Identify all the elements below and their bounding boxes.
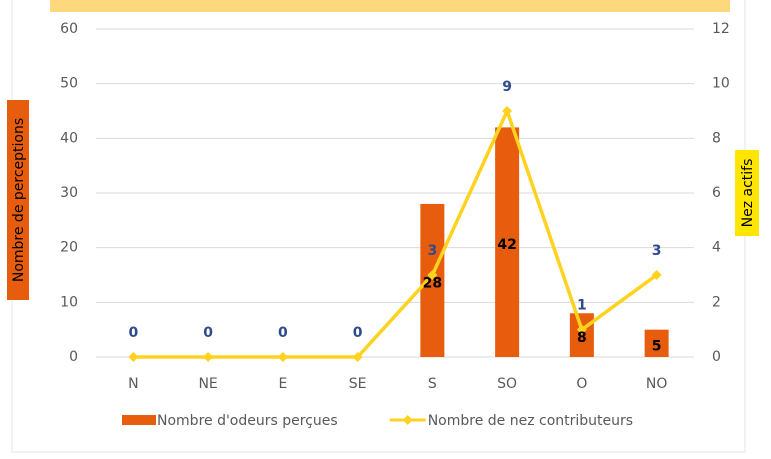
y2-tick-label: 0 [712, 349, 721, 365]
legend-label: Nombre d'odeurs perçues [157, 413, 338, 429]
line-marker [352, 352, 363, 362]
y2-axis-title-box [735, 150, 759, 236]
x-tick-label: N [128, 376, 138, 392]
chart-border [11, 0, 746, 453]
bar [644, 329, 669, 357]
y2-tick-label: 8 [712, 130, 721, 146]
y-tick-label: 30 [60, 185, 78, 201]
y-tick-label: 10 [60, 294, 78, 310]
line-value-label: 0 [278, 325, 288, 341]
y2-axis-title-group: Nez actifs [735, 150, 759, 236]
line-value-label: 3 [652, 243, 662, 259]
line-value-label: 0 [129, 325, 139, 341]
bar [420, 203, 445, 357]
banner [50, 0, 730, 12]
line-marker [277, 352, 288, 362]
x-tick-label: SE [349, 376, 367, 392]
bar-value-label: 42 [497, 237, 516, 253]
x-tick-label: NE [198, 376, 217, 392]
legend-label: Nombre de nez contributeurs [428, 413, 633, 429]
y-axis-title: Nombre de perceptions [11, 118, 27, 282]
line-value-label: 1 [577, 298, 587, 314]
line-marker [651, 270, 662, 280]
y2-tick-label: 12 [712, 21, 730, 37]
bar [569, 313, 594, 357]
x-tick-label: S [428, 376, 437, 392]
bar [495, 127, 520, 358]
bar-value-label: 8 [577, 330, 587, 346]
y2-tick-label: 6 [712, 185, 721, 201]
x-tick-label: E [278, 376, 287, 392]
x-tick-label: NO [646, 376, 668, 392]
y-axis-title-box [7, 100, 29, 300]
y-tick-label: 40 [60, 130, 78, 146]
line-marker [128, 352, 139, 362]
line-value-label: 9 [502, 79, 512, 95]
legend-marker [402, 415, 413, 425]
y-tick-label: 50 [60, 76, 78, 92]
line-marker [576, 324, 587, 335]
line-marker [427, 270, 438, 280]
y-tick-label: 60 [60, 21, 78, 37]
line-marker [502, 106, 513, 116]
y-tick-label: 20 [60, 240, 78, 256]
x-tick-label: SO [497, 376, 517, 392]
line-value-label: 3 [428, 243, 438, 259]
x-tick-label: O [576, 376, 587, 392]
line-value-label: 0 [353, 325, 363, 341]
legend-swatch [122, 415, 156, 425]
y2-tick-label: 10 [712, 76, 730, 92]
line-marker [203, 352, 214, 362]
y2-axis-title: Nez actifs [740, 159, 756, 228]
y-tick-label: 0 [69, 349, 78, 365]
y2-tick-label: 2 [712, 294, 721, 310]
bar-value-label: 28 [423, 275, 442, 291]
bar-value-label: 5 [652, 338, 662, 354]
line-value-label: 0 [203, 325, 213, 341]
y-axis-title-group: Nombre de perceptions [7, 100, 29, 300]
y2-tick-label: 4 [712, 240, 721, 256]
line [133, 106, 658, 359]
